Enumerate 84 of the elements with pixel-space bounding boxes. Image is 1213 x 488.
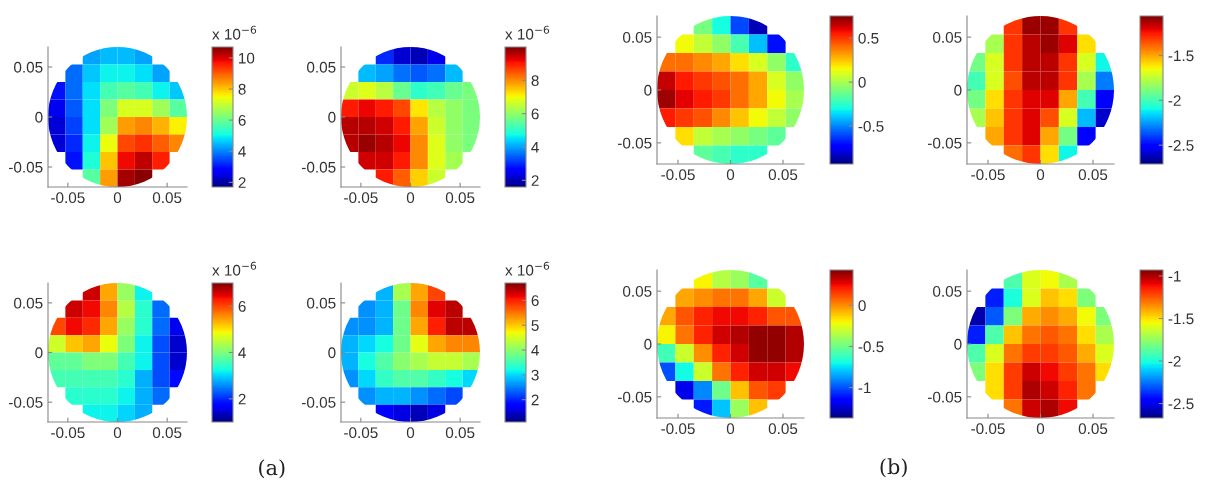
- color-bar-label: 8: [238, 83, 246, 95]
- y-tick-label: -0.05: [618, 391, 652, 403]
- color-bar-label: 6: [238, 301, 246, 312]
- y-tick-label: 0.05: [623, 32, 652, 43]
- color-bar-label: 0.5: [858, 32, 879, 44]
- text: (b): [880, 458, 907, 478]
- x-tick-label: 0.05: [152, 427, 182, 439]
- color-bar-label: -2: [1168, 355, 1181, 367]
- color-bar-label: -2: [1168, 95, 1181, 106]
- x-tick-label: 0.05: [445, 427, 475, 439]
- y-tick-label: 0: [644, 338, 652, 350]
- x-tick-label: 0: [406, 427, 415, 439]
- y-tick-label: 0.05: [14, 61, 43, 73]
- color-bar-label: 4: [531, 345, 539, 356]
- y-tick-label: -0.05: [618, 137, 652, 149]
- color-bar-label: 0: [858, 300, 866, 312]
- x-tick-label: 0.05: [768, 169, 798, 181]
- x-tick-label: 0.05: [152, 192, 182, 204]
- y-tick-label: -0.05: [302, 397, 336, 408]
- x-tick-label: 0: [406, 192, 415, 204]
- color-bar-label: 8: [531, 75, 539, 87]
- y-tick-label: 0.05: [933, 286, 962, 297]
- x-tick-label: -0.05: [344, 427, 378, 439]
- color-bar-label: 2: [531, 394, 539, 406]
- x-tick-label: -0.05: [51, 192, 85, 204]
- color-bar-label: 0: [858, 76, 866, 88]
- y-tick-label: -0.05: [928, 391, 962, 403]
- x-tick-label: 0.05: [445, 192, 475, 204]
- color-bar-label: 3: [531, 369, 539, 381]
- y-tick-label: 0.05: [307, 61, 336, 73]
- x-tick-label: 0: [726, 423, 735, 435]
- color-bar-label: 5: [531, 320, 539, 331]
- color-bar-label: 2: [238, 177, 246, 188]
- y-tick-label: -0.05: [9, 397, 43, 408]
- color-bar-label: 4: [531, 142, 539, 153]
- color-bar-label: 4: [238, 347, 246, 359]
- color-bar-label: -1: [858, 382, 871, 394]
- x-tick-label: -0.05: [971, 423, 1005, 435]
- color-bar-title: x 10$^{−6}$: [212, 25, 257, 40]
- x-tick-label: 0.05: [768, 423, 798, 435]
- x-tick-label: 0: [1036, 423, 1045, 435]
- x-tick-label: 0.05: [1078, 423, 1108, 435]
- color-bar-label: 10: [239, 52, 255, 64]
- color-bar-label: -2.5: [1168, 398, 1194, 410]
- color-bar-label: -0.5: [858, 120, 884, 132]
- x-tick-label: 0: [1036, 169, 1045, 181]
- y-tick-label: -0.05: [928, 137, 962, 149]
- x-tick-label: -0.05: [51, 427, 85, 439]
- color-bar-label: -1: [1168, 270, 1181, 282]
- y-tick-label: 0: [35, 111, 43, 123]
- color-bar-title: x 10$^{−6}$: [505, 261, 550, 276]
- y-tick-label: 0.05: [307, 297, 336, 309]
- y-tick-label: -0.05: [9, 161, 43, 173]
- color-bar-label: -2.5: [1168, 140, 1194, 151]
- color-bar-label: -0.5: [858, 341, 884, 353]
- color-bar-label: 6: [238, 114, 246, 126]
- y-tick-label: 0: [954, 338, 962, 350]
- x-tick-label: -0.05: [661, 169, 695, 181]
- x-tick-label: 0: [726, 169, 735, 181]
- x-tick-label: -0.05: [344, 192, 378, 204]
- y-tick-label: 0: [328, 111, 336, 123]
- x-tick-label: -0.05: [971, 169, 1005, 181]
- y-tick-label: 0: [644, 84, 652, 96]
- y-tick-label: -0.05: [302, 161, 336, 173]
- y-tick-label: 0: [954, 84, 962, 96]
- y-tick-label: 0: [328, 347, 336, 359]
- color-bar-title: x 10$^{−6}$: [505, 25, 550, 40]
- color-bar-label: -1.5: [1168, 50, 1194, 62]
- text: (a): [259, 459, 285, 479]
- y-tick-label: 0.05: [623, 286, 652, 297]
- x-tick-label: -0.05: [661, 423, 695, 435]
- color-bar-label: 6: [531, 295, 539, 307]
- y-tick-label: 0.05: [14, 297, 43, 309]
- y-tick-label: 0.05: [933, 32, 962, 43]
- x-tick-label: 0: [113, 427, 122, 439]
- color-bar-label: 2: [238, 393, 246, 405]
- x-tick-label: 0: [113, 192, 122, 204]
- color-bar-title: x 10$^{−6}$: [212, 261, 257, 276]
- color-bar-label: 2: [531, 175, 539, 186]
- color-bar-label: -1.5: [1168, 313, 1194, 325]
- y-tick-label: 0: [35, 347, 43, 359]
- x-tick-label: 0.05: [1078, 169, 1108, 181]
- color-bar-label: 4: [238, 146, 246, 157]
- color-bar-label: 6: [531, 108, 539, 120]
